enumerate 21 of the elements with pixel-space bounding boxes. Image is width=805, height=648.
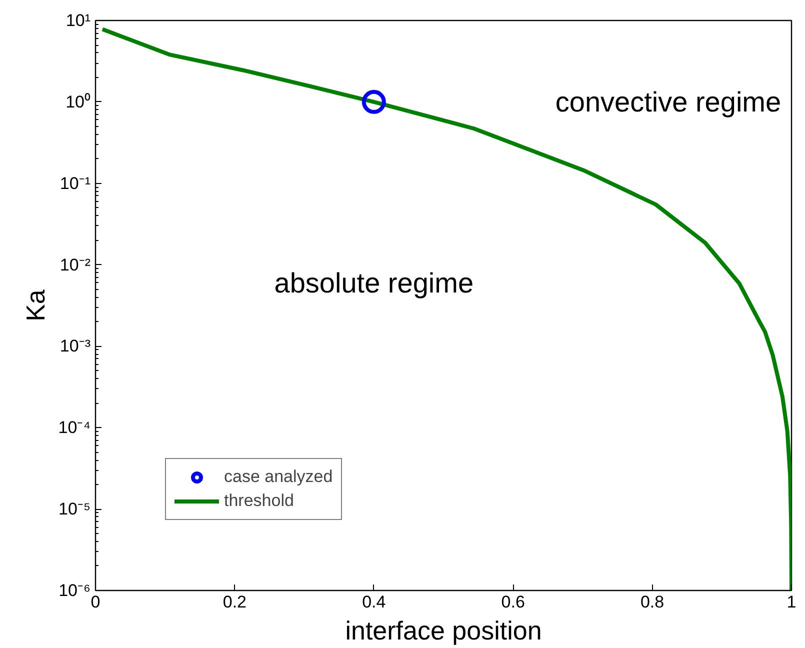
x-tick-label: 0.4 <box>362 592 386 612</box>
x-tick-label: 1 <box>786 592 796 612</box>
legend-label: threshold <box>224 491 294 511</box>
y-tick-label: 10⁻³ <box>60 336 91 356</box>
y-tick-label: 10⁻⁶ <box>58 581 91 600</box>
x-tick-label: 0.6 <box>501 592 525 612</box>
y-tick-label: 10⁻⁵ <box>58 500 91 519</box>
y-tick-label: 10¹ <box>66 11 91 30</box>
x-tick-label: 0.8 <box>640 592 664 612</box>
line-series <box>100 27 792 590</box>
y-tick-label: 10⁰ <box>66 92 91 112</box>
annotation: absolute regime <box>274 267 474 298</box>
y-tick-label: 10⁻⁴ <box>58 418 91 438</box>
x-tick-label: 0.2 <box>222 592 247 612</box>
annotation: convective regime <box>555 86 782 118</box>
y-tick-label: 10⁻¹ <box>60 174 91 193</box>
legend-label: case analyzed <box>224 467 333 487</box>
x-tick-label: 0 <box>90 592 100 612</box>
y-axis-title: Ka <box>20 289 50 322</box>
x-axis-title: interface position <box>345 616 542 646</box>
y-tick-label: 10⁻² <box>60 255 91 274</box>
